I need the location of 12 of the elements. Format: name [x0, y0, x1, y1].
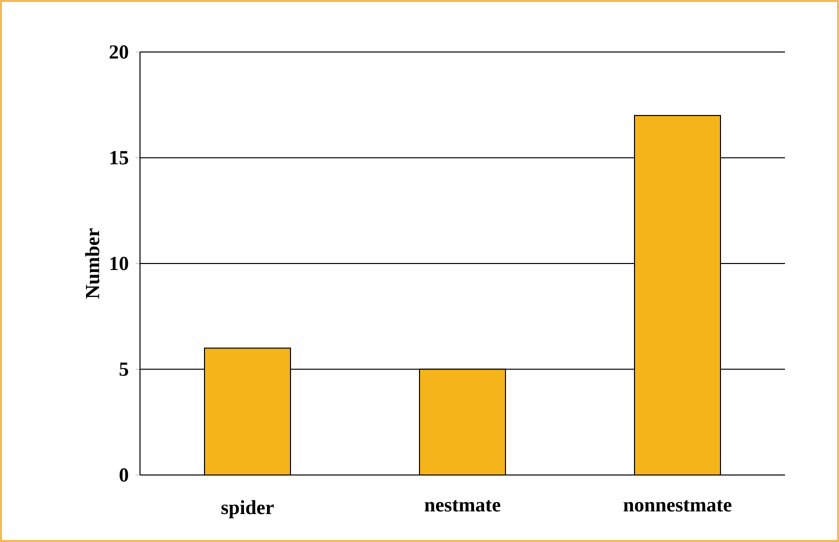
- x-tick-label: spider: [221, 500, 274, 518]
- y-tick-label: 10: [110, 256, 128, 270]
- x-tick-label: nonnestmate: [624, 500, 732, 512]
- bar: [204, 348, 291, 475]
- bar: [419, 368, 506, 475]
- y-tick-label: 20: [110, 45, 128, 59]
- y-tick-label: 0: [120, 468, 128, 482]
- y-axis-title: Number: [85, 228, 100, 299]
- x-tick-label: nestmate: [424, 500, 500, 512]
- bar: [634, 114, 722, 475]
- y-tick-label: 15: [110, 151, 128, 164]
- y-tick-label: 5: [120, 362, 128, 376]
